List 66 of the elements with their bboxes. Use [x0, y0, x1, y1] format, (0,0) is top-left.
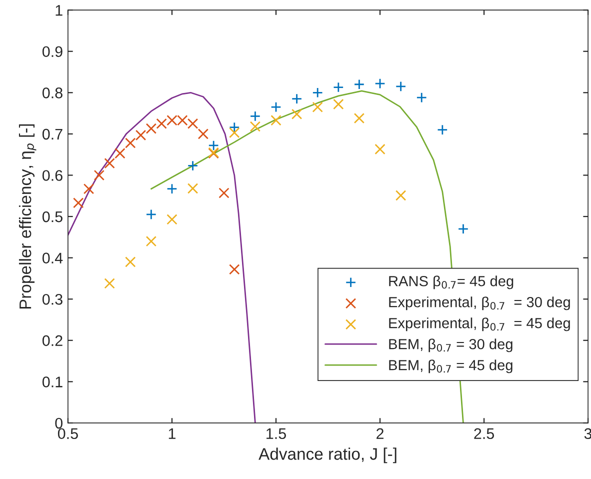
point [333, 98, 344, 110]
point [104, 278, 115, 289]
x-tick-label: 1.5 [266, 428, 286, 440]
x-axis-title: Advance ratio, J [-] [258, 448, 396, 464]
point [229, 264, 240, 275]
point [270, 114, 282, 126]
x-tick-label: 2.5 [474, 428, 494, 440]
y-tick-label: 1 [56, 5, 62, 16]
point [166, 183, 178, 194]
point [354, 79, 365, 90]
point [250, 121, 261, 132]
point [135, 130, 146, 141]
point [291, 93, 302, 104]
point [312, 102, 323, 112]
y-tick-label: 0.2 [42, 335, 62, 346]
y-tick-label: 0.3 [42, 294, 62, 305]
legend-label: RANS β$_{0.7}$= 45 deg [389, 276, 514, 290]
x-tick-label: 1 [168, 428, 176, 439]
point [437, 124, 448, 136]
point [458, 224, 469, 234]
point [374, 78, 386, 89]
point [187, 183, 198, 194]
point [333, 82, 344, 93]
point [354, 112, 365, 124]
y-tick-label: 0.1 [42, 376, 62, 388]
point [229, 127, 240, 138]
y-axis-title: Propeller efficiency, η$_{p}$ [-] [18, 124, 36, 309]
point [73, 198, 84, 208]
x-tick-label: 2 [376, 428, 384, 439]
point [146, 209, 157, 220]
y-tick-label: 0.5 [42, 211, 62, 222]
y-tick-label: 0 [55, 418, 63, 429]
point [250, 110, 261, 122]
legend-label: Experimental, β$_{0.7}$ = 30 deg [389, 296, 570, 310]
point [146, 123, 157, 134]
point [187, 118, 198, 129]
y-tick-label: 0.8 [42, 88, 62, 98]
point [156, 118, 167, 129]
point [125, 256, 136, 268]
y-tick-label: 0.7 [42, 128, 62, 140]
point [270, 102, 282, 112]
point [312, 87, 323, 98]
point [94, 170, 105, 181]
point [83, 183, 94, 194]
point [291, 108, 302, 120]
point [229, 122, 240, 133]
point [395, 81, 406, 92]
point [208, 140, 219, 151]
point [395, 190, 406, 201]
point [416, 92, 427, 103]
point [146, 236, 157, 247]
point [114, 148, 126, 159]
point [218, 188, 230, 198]
point [166, 214, 178, 225]
y-tick-label: 0.9 [42, 46, 62, 58]
line-series [68, 92, 256, 423]
legend-label: Experimental, β$_{0.7}$ = 45 deg [389, 318, 570, 332]
point [187, 160, 198, 172]
point [198, 128, 209, 140]
legend-label: BEM, β$_{0.7}$ = 45 deg [389, 360, 512, 374]
y-tick-label: 0.6 [42, 170, 62, 181]
point [125, 138, 136, 148]
point [104, 158, 115, 169]
legend-label: BEM, β$_{0.7}$ = 30 deg [389, 338, 512, 352]
point [374, 144, 386, 155]
y-tick-label: 0.4 [42, 252, 63, 264]
